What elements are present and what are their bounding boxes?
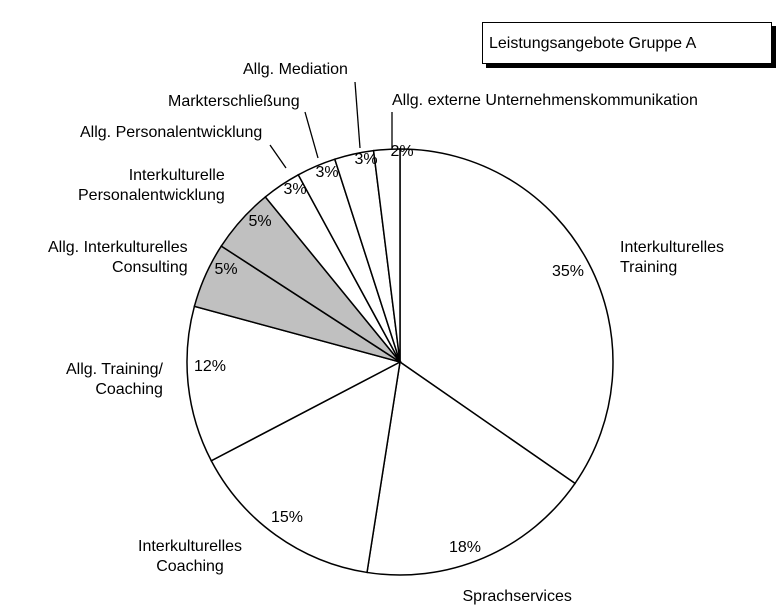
value-label: 3%: [354, 151, 378, 168]
category-label: Allg. Mediation: [243, 61, 348, 78]
category-label: Markterschließung: [168, 93, 300, 110]
value-label: 35%: [552, 263, 585, 280]
category-label: Interkulturelles Coaching: [138, 538, 243, 575]
value-label: 5%: [248, 213, 272, 230]
category-label: Allg. Personalentwicklung: [80, 124, 263, 141]
chart-title: Leistungsangebote Gruppe A: [482, 22, 772, 64]
pie-slice: [210, 360, 401, 574]
leader-line: [304, 111, 319, 159]
category-label: Allg. Interkulturelles Consulting: [48, 239, 188, 276]
value-label: 15%: [271, 509, 304, 526]
category-label: Sprachservices: [462, 588, 572, 605]
category-label: Interkulturelles Training: [620, 239, 725, 276]
category-label: Interkulturelle Personalentwicklung: [78, 167, 225, 204]
value-label: 12%: [194, 358, 227, 375]
leader-line: [354, 81, 361, 149]
pie-slice: [186, 305, 403, 462]
category-label: Allg. externe Unternehmenskommunikation: [392, 92, 698, 109]
pie-slice: [372, 148, 401, 363]
value-label: 3%: [283, 181, 307, 198]
pie-slice: [366, 360, 577, 576]
value-label: 5%: [214, 261, 238, 278]
pie-slice: [399, 148, 614, 485]
leader-lines: [269, 81, 393, 169]
category-label: Allg. Training/ Coaching: [66, 361, 163, 398]
value-label: 2%: [390, 143, 414, 160]
value-label: 18%: [449, 539, 482, 556]
leader-line: [269, 144, 287, 169]
value-label: 3%: [315, 164, 339, 181]
